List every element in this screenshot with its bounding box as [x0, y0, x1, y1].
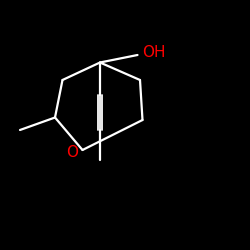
Text: OH: OH: [142, 45, 166, 60]
Text: O: O: [66, 145, 78, 160]
